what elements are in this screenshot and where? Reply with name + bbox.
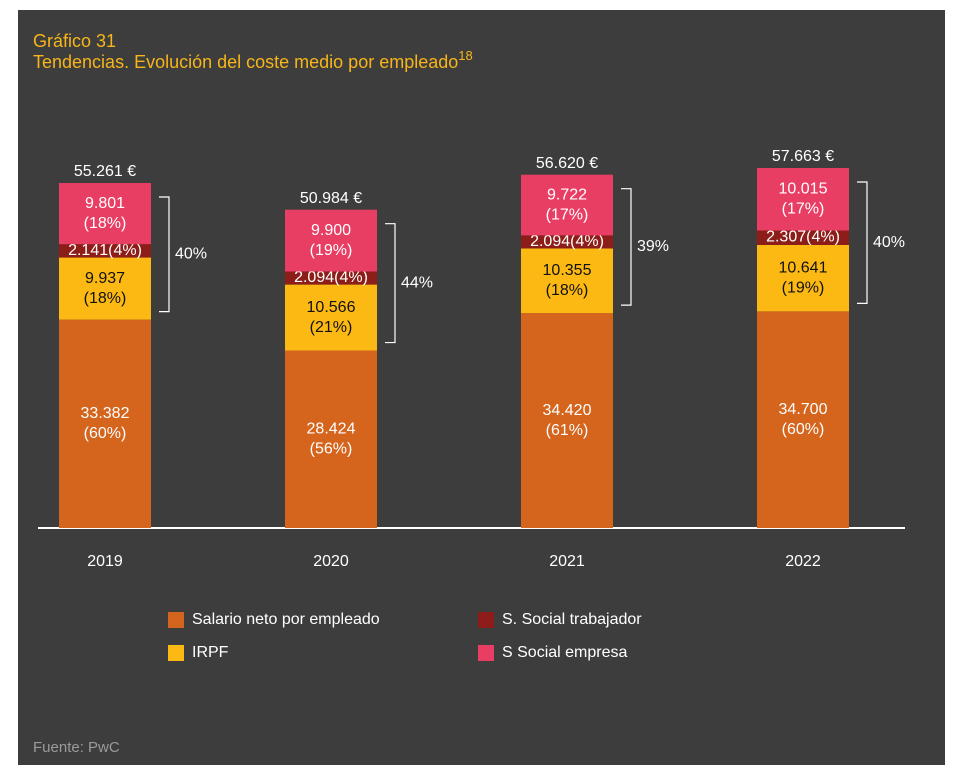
value-label: 10.355 <box>543 262 592 279</box>
legend-label: S. Social trabajador <box>502 611 642 628</box>
bar-segment <box>59 182 151 245</box>
bar-segment <box>285 350 377 528</box>
bar-segment <box>285 284 377 351</box>
value-label: 2.094 <box>294 269 334 286</box>
x-tick-label: 2019 <box>87 553 123 570</box>
bar-segment <box>521 313 613 528</box>
share-label: (18%) <box>84 215 127 232</box>
share-label: (56%) <box>310 440 353 457</box>
data-label: 2.141(4%) <box>68 242 142 259</box>
source: Fuente: PwC <box>33 739 120 756</box>
chart-title: Gráfico 31 <box>33 31 116 51</box>
data-label: 2.094(4%) <box>294 269 368 286</box>
bracket <box>159 196 170 313</box>
bar-segment <box>757 311 849 528</box>
share-label: (19%) <box>782 279 825 296</box>
total-label: 57.663 € <box>772 148 834 165</box>
legend-label: S Social empresa <box>502 644 627 661</box>
share-label: (17%) <box>546 206 589 223</box>
value-label: 9.900 <box>311 222 351 239</box>
share-label: (4%) <box>108 242 142 259</box>
value-label: 9.801 <box>85 195 125 212</box>
share-label: (21%) <box>310 319 353 336</box>
share-label: (18%) <box>546 282 589 299</box>
legend-swatch <box>168 645 184 661</box>
value-label: 34.700 <box>779 401 828 418</box>
value-label: 2.094 <box>530 233 570 250</box>
bar-segment <box>59 319 151 528</box>
total-label: 55.261 € <box>74 163 136 180</box>
data-label: 2.094(4%) <box>530 233 604 250</box>
x-tick-label: 2020 <box>313 553 349 570</box>
bar-segment <box>59 257 151 320</box>
value-label: 10.566 <box>307 299 356 316</box>
value-label: 34.420 <box>543 402 592 419</box>
bar-segment <box>59 244 151 258</box>
value-label: 9.937 <box>85 270 125 287</box>
share-label: (18%) <box>84 290 127 307</box>
bracket-label: 40% <box>175 246 207 263</box>
legend-label: Salario neto por empleado <box>192 611 380 628</box>
bar-segment <box>285 271 377 285</box>
share-label: (4%) <box>806 229 840 246</box>
legend-label: IRPF <box>192 644 229 661</box>
legend-swatch <box>478 645 494 661</box>
share-label: (60%) <box>782 421 825 438</box>
share-label: (60%) <box>84 425 127 442</box>
share-label: (17%) <box>782 200 825 217</box>
share-label: (61%) <box>546 422 589 439</box>
x-tick-label: 2022 <box>785 553 821 570</box>
total-label: 50.984 € <box>300 190 362 207</box>
legend-swatch <box>168 612 184 628</box>
subtitle-text: Tendencias. Evolución del coste medio po… <box>33 52 458 72</box>
bar-segment <box>757 230 849 245</box>
value-label: 2.307 <box>766 229 806 246</box>
value-label: 10.641 <box>779 259 828 276</box>
bracket <box>621 188 632 306</box>
share-label: (4%) <box>334 269 368 286</box>
subtitle-note: 18 <box>458 48 472 63</box>
bar-segment <box>285 209 377 272</box>
bracket <box>857 181 868 304</box>
bracket-label: 39% <box>637 238 669 255</box>
legend-swatch <box>478 612 494 628</box>
bracket-label: 40% <box>873 234 905 251</box>
value-label: 33.382 <box>81 405 130 422</box>
total-label: 56.620 € <box>536 155 598 172</box>
bar-segment <box>521 248 613 314</box>
value-label: 10.015 <box>779 180 828 197</box>
value-label: 9.722 <box>547 186 587 203</box>
bar-segment <box>521 174 613 236</box>
bar-segment <box>757 244 849 312</box>
bracket-label: 44% <box>401 274 433 291</box>
value-label: 28.424 <box>307 420 356 437</box>
share-label: (19%) <box>310 242 353 259</box>
value-label: 2.141 <box>68 242 108 259</box>
data-label: 2.307(4%) <box>766 229 840 246</box>
chart-subtitle: Tendencias. Evolución del coste medio po… <box>33 48 473 71</box>
share-label: (4%) <box>570 233 604 250</box>
bar-segment <box>757 168 849 231</box>
x-tick-label: 2021 <box>549 553 585 570</box>
bracket <box>385 223 396 344</box>
bar-segment <box>521 235 613 249</box>
